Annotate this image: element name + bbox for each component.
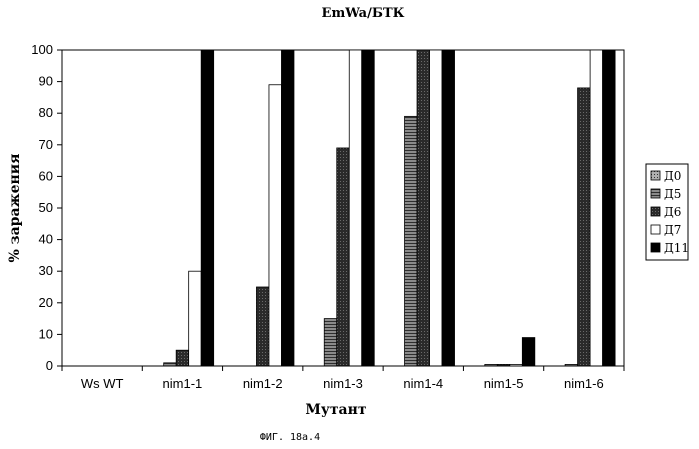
y-tick-label: 30 bbox=[39, 263, 53, 278]
figure-caption: ФИГ. 18а.4 bbox=[260, 432, 320, 443]
bar-Д6-nim1-4 bbox=[417, 50, 430, 366]
bar-Д11-nim1-2 bbox=[281, 50, 294, 366]
x-axis: Ws WT nim1-1 nim1-2 nim1-3 nim1-4 nim1-5 nim1-… bbox=[62, 366, 624, 391]
bar-Д7-nim1-6 bbox=[590, 50, 603, 366]
x-tick-label: nim1-3 bbox=[323, 376, 363, 391]
chart-title: EmWa/БТК bbox=[322, 6, 405, 21]
legend-swatch bbox=[651, 243, 660, 252]
legend-swatch bbox=[651, 207, 660, 216]
x-axis-label: Мутант bbox=[305, 402, 366, 418]
y-axis-label: % заражения bbox=[7, 153, 23, 262]
x-tick-label: Ws WT bbox=[81, 376, 124, 391]
y-tick-label: 100 bbox=[31, 42, 53, 57]
x-tick-label: nim1-2 bbox=[243, 376, 283, 391]
bar-Д7-nim1-3 bbox=[349, 50, 362, 366]
y-tick-label: 70 bbox=[39, 137, 53, 152]
y-tick-label: 80 bbox=[39, 105, 53, 120]
legend-label: Д6 bbox=[664, 205, 681, 219]
x-tick-label: nim1-6 bbox=[564, 376, 604, 391]
y-tick-label: 50 bbox=[39, 200, 53, 215]
bar-Д7-nim1-2 bbox=[269, 85, 282, 366]
legend-swatch bbox=[651, 171, 660, 180]
legend-label: Д5 bbox=[664, 187, 681, 201]
bar-Д5-nim1-3 bbox=[324, 319, 337, 366]
bar-Д6-nim1-1 bbox=[176, 350, 189, 366]
bar-Д11-nim1-4 bbox=[442, 50, 455, 366]
legend-label: Д0 bbox=[664, 169, 681, 183]
y-tick-label: 90 bbox=[39, 74, 53, 89]
bar-Д7-nim1-4 bbox=[430, 50, 443, 366]
bar-Д5-nim1-4 bbox=[405, 116, 418, 366]
y-tick-label: 60 bbox=[39, 168, 53, 183]
x-tick-label: nim1-5 bbox=[484, 376, 524, 391]
bar-Д11-nim1-3 bbox=[362, 50, 375, 366]
bar-Д6-nim1-2 bbox=[256, 287, 269, 366]
bar-Д11-nim1-5 bbox=[522, 338, 535, 366]
legend-label: Д11 bbox=[664, 241, 689, 255]
y-axis: 0 10 20 30 40 50 60 70 80 90 100 bbox=[31, 42, 62, 373]
legend: Д0 Д5 Д6 Д7 Д11 bbox=[646, 164, 689, 260]
bar-Д6-nim1-3 bbox=[337, 148, 350, 366]
x-tick-label: nim1-4 bbox=[403, 376, 443, 391]
bar-Д7-nim1-1 bbox=[189, 271, 202, 366]
legend-label: Д7 bbox=[664, 223, 681, 237]
y-tick-label: 10 bbox=[39, 326, 53, 341]
y-tick-label: 40 bbox=[39, 232, 53, 247]
bar-Д6-nim1-6 bbox=[578, 88, 591, 366]
bar-Д11-nim1-1 bbox=[201, 50, 214, 366]
y-tick-label: 0 bbox=[46, 358, 53, 373]
legend-swatch bbox=[651, 225, 660, 234]
x-tick-label: nim1-1 bbox=[163, 376, 203, 391]
y-tick-label: 20 bbox=[39, 295, 53, 310]
legend-swatch bbox=[651, 189, 660, 198]
bar-Д11-nim1-6 bbox=[603, 50, 616, 366]
